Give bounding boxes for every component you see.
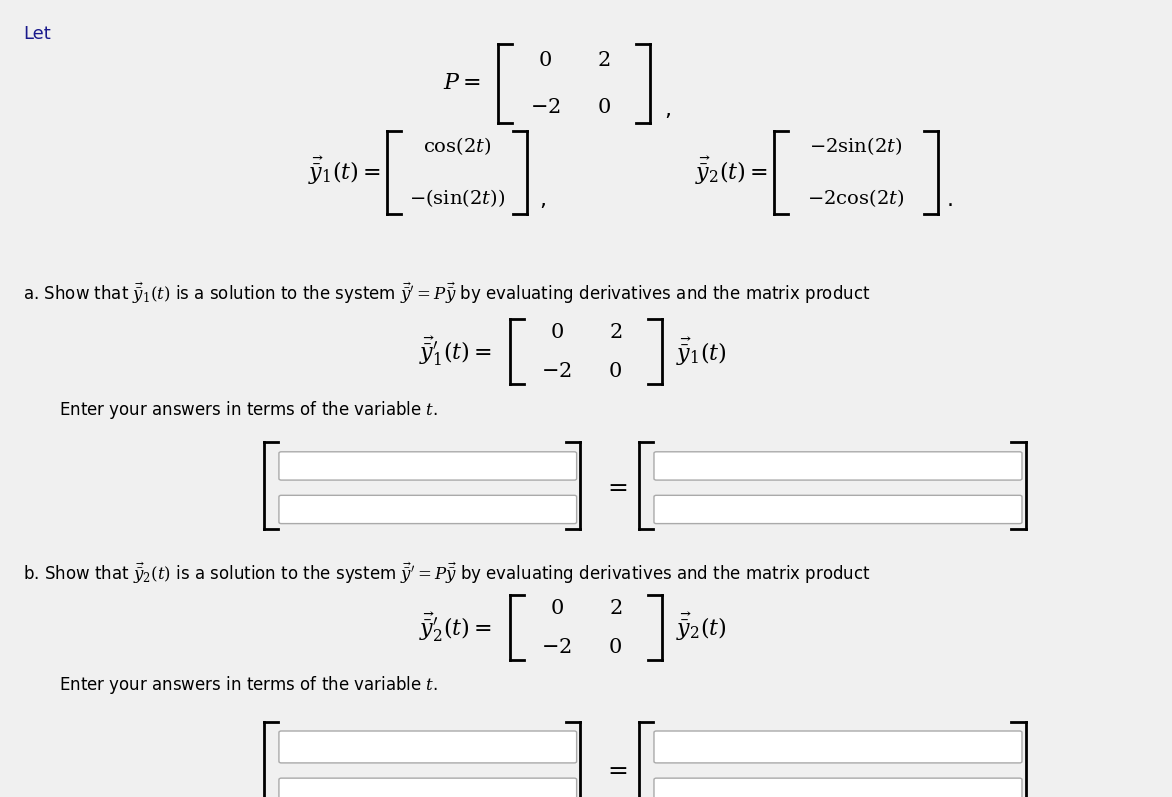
FancyBboxPatch shape [279,731,577,763]
Text: $-(\sin(2t))$: $-(\sin(2t))$ [409,187,505,209]
FancyBboxPatch shape [654,731,1022,763]
Text: $=$: $=$ [602,474,628,498]
Text: Enter your answers in terms of the variable $t$.: Enter your answers in terms of the varia… [59,674,437,697]
Text: ,: , [665,100,672,120]
Text: $\vec{\bar{y}}_2'(t) = $: $\vec{\bar{y}}_2'(t) = $ [420,611,492,644]
Text: Let: Let [23,26,52,43]
FancyBboxPatch shape [279,495,577,524]
FancyBboxPatch shape [654,778,1022,797]
Text: $=$: $=$ [602,756,628,781]
Text: $-2\sin(2t)$: $-2\sin(2t)$ [809,135,902,158]
Text: $\vec{\bar{y}}_2(t)$: $\vec{\bar{y}}_2(t)$ [676,611,727,643]
Text: $\vec{\bar{y}}_1'(t) = $: $\vec{\bar{y}}_1'(t) = $ [420,335,492,368]
Text: $2$: $2$ [608,598,622,618]
Text: .: . [947,190,954,210]
Text: $0$: $0$ [550,598,564,618]
Text: $P = $: $P = $ [443,73,481,93]
Text: $0$: $0$ [608,361,622,381]
Text: a. Show that $\vec{\bar{y}}_1(t)$ is a solution to the system $\vec{\bar{y}}' = : a. Show that $\vec{\bar{y}}_1(t)$ is a s… [23,281,871,307]
Text: $-2\cos(2t)$: $-2\cos(2t)$ [808,187,904,209]
Text: $0$: $0$ [538,50,552,70]
FancyBboxPatch shape [654,495,1022,524]
Text: ,: , [539,190,546,210]
Text: $\vec{\bar{y}}_1(t) = $: $\vec{\bar{y}}_1(t) = $ [308,155,381,186]
Text: $\cos(2t)$: $\cos(2t)$ [423,135,491,158]
FancyBboxPatch shape [279,778,577,797]
FancyBboxPatch shape [654,452,1022,480]
Text: $0$: $0$ [608,637,622,657]
Text: $-2$: $-2$ [530,96,560,116]
Text: $-2$: $-2$ [541,637,572,657]
Text: $0$: $0$ [597,96,611,116]
Text: Enter your answers in terms of the variable $t$.: Enter your answers in terms of the varia… [59,398,437,421]
Text: $2$: $2$ [597,50,611,70]
Text: $0$: $0$ [550,322,564,342]
Text: $\vec{\bar{y}}_1(t)$: $\vec{\bar{y}}_1(t)$ [676,336,727,368]
Text: $-2$: $-2$ [541,361,572,381]
Text: $2$: $2$ [608,322,622,342]
Text: $\vec{\bar{y}}_2(t) = $: $\vec{\bar{y}}_2(t) = $ [695,155,768,186]
Text: b. Show that $\vec{\bar{y}}_2(t)$ is a solution to the system $\vec{\bar{y}}' = : b. Show that $\vec{\bar{y}}_2(t)$ is a s… [23,560,871,586]
FancyBboxPatch shape [279,452,577,480]
